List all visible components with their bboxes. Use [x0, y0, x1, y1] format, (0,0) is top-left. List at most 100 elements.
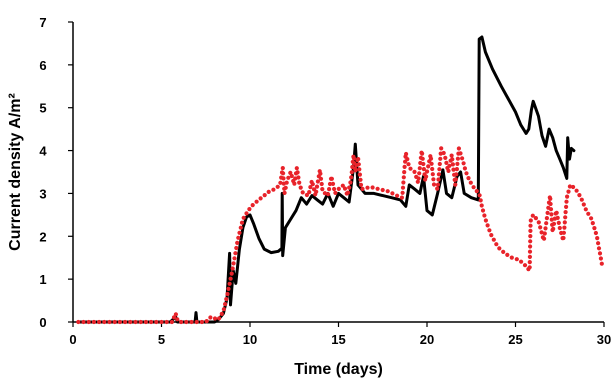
- series-point: [208, 315, 213, 320]
- series-point: [304, 192, 309, 198]
- series-point: [441, 150, 446, 156]
- series-point: [175, 317, 180, 322]
- series-point: [278, 180, 283, 185]
- series-point: [280, 166, 285, 171]
- series-point: [539, 230, 544, 235]
- series-point: [437, 167, 442, 172]
- series-point: [228, 276, 233, 281]
- series-point: [107, 319, 112, 325]
- series-point: [275, 184, 280, 189]
- series-point: [351, 156, 356, 161]
- series-point: [262, 193, 267, 198]
- series-point: [446, 168, 451, 173]
- y-tick-label: 6: [39, 58, 46, 73]
- series-point: [347, 185, 352, 190]
- series-point: [425, 169, 430, 174]
- series-point: [300, 190, 305, 195]
- series-point: [431, 182, 437, 187]
- series-point: [171, 315, 177, 320]
- series-point: [596, 246, 602, 251]
- series-point: [439, 146, 444, 151]
- series-point: [443, 155, 448, 160]
- series-point: [598, 256, 604, 261]
- series-point: [365, 185, 370, 190]
- series-point: [581, 202, 586, 207]
- series-point: [592, 226, 597, 231]
- series-point: [522, 263, 528, 268]
- series-point: [455, 161, 460, 166]
- series-point: [230, 266, 235, 271]
- series-point: [184, 319, 189, 325]
- series-point: [415, 179, 420, 184]
- series-point: [590, 221, 595, 226]
- series-point: [447, 163, 452, 168]
- series-point: [360, 186, 365, 191]
- series-point: [164, 319, 169, 325]
- series-point: [235, 240, 240, 245]
- series-point: [579, 197, 584, 202]
- series-point: [143, 319, 148, 325]
- series-point: [479, 203, 484, 208]
- series-point: [429, 161, 434, 166]
- series-point: [593, 230, 599, 236]
- series-point: [402, 170, 407, 175]
- series-point: [468, 180, 473, 185]
- series-point: [461, 161, 466, 166]
- series-point: [189, 319, 194, 325]
- series-point: [555, 215, 560, 220]
- series-point: [450, 157, 455, 162]
- series-point: [296, 175, 301, 180]
- series-point: [286, 175, 291, 180]
- series-point: [565, 194, 570, 199]
- x-tick-label: 15: [331, 332, 345, 347]
- series-point: [395, 193, 400, 198]
- series-point: [485, 223, 490, 228]
- series-point: [597, 251, 603, 256]
- series-point: [102, 319, 107, 325]
- series-point: [420, 156, 425, 161]
- series-point: [326, 192, 331, 197]
- series-point: [543, 226, 548, 231]
- series-point: [554, 210, 559, 215]
- series-point: [375, 186, 380, 191]
- y-tick-label: 4: [39, 144, 47, 159]
- series-point: [227, 281, 232, 286]
- y-tick-label: 5: [39, 101, 46, 116]
- series-point: [528, 234, 533, 239]
- series-line-0: [76, 35, 576, 324]
- series-point: [533, 216, 539, 221]
- series-point: [258, 196, 263, 201]
- series-point: [404, 151, 409, 157]
- series-point: [289, 173, 294, 179]
- series-point: [123, 319, 128, 325]
- series-point: [562, 225, 567, 230]
- series-point: [117, 319, 122, 325]
- series-point: [412, 169, 417, 174]
- series-point: [314, 189, 319, 194]
- series-point: [281, 176, 286, 181]
- series-point: [390, 191, 395, 196]
- x-tick-label: 5: [158, 332, 165, 347]
- series-point: [310, 182, 315, 187]
- series-point: [551, 221, 557, 226]
- series-point: [138, 319, 143, 325]
- series-point: [241, 215, 246, 220]
- series-point: [194, 319, 199, 325]
- series-layer: [76, 35, 604, 325]
- series-point: [527, 260, 532, 265]
- series-point: [444, 160, 449, 165]
- series-point: [599, 261, 604, 266]
- series-point: [133, 319, 138, 325]
- x-tick-label: 20: [420, 332, 434, 347]
- series-point: [527, 265, 532, 270]
- series-point: [509, 255, 514, 260]
- series-point: [221, 307, 226, 312]
- series-point: [318, 176, 324, 181]
- series-point: [385, 189, 390, 194]
- series-point: [530, 213, 535, 218]
- series-point: [112, 319, 117, 325]
- series-point: [232, 256, 237, 261]
- series-point: [455, 156, 460, 161]
- series-point: [97, 319, 102, 325]
